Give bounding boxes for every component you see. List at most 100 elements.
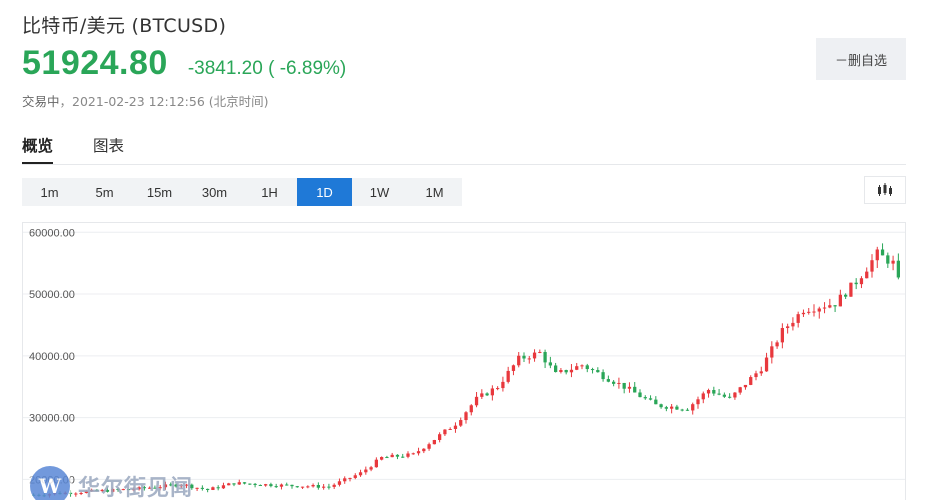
candle-body <box>807 311 811 313</box>
candle-body <box>648 398 653 400</box>
candle-body <box>337 481 342 485</box>
price-change: -3841.20 ( -6.89%) <box>187 58 347 79</box>
candle-body <box>564 369 568 373</box>
candle-body <box>886 255 890 264</box>
interval-30m[interactable]: 30m <box>201 184 228 200</box>
candle-body <box>701 393 705 400</box>
candle-body <box>738 387 742 393</box>
candle-body <box>870 260 874 272</box>
candle-body <box>438 434 442 440</box>
timestamp: 2021-02-23 12:12:56 <box>72 94 205 109</box>
status-label: 交易中 <box>22 94 60 109</box>
y-tick-label: 60000.00 <box>29 227 75 239</box>
candle-body <box>775 342 779 347</box>
interval-1m[interactable]: 1m <box>40 184 59 200</box>
candle-body <box>764 357 769 372</box>
candle-body <box>274 486 278 488</box>
candle-body <box>269 484 273 487</box>
candle-body <box>854 282 858 285</box>
candle-body <box>891 260 895 264</box>
candle-body <box>111 488 115 492</box>
candle-body <box>717 393 721 395</box>
candle-body <box>216 487 220 489</box>
candle-body <box>859 278 864 285</box>
candle-body <box>696 399 700 405</box>
candle-body <box>796 314 800 323</box>
candle-body <box>358 472 363 476</box>
candle-body <box>79 493 83 495</box>
candle-body <box>627 386 632 389</box>
candle-body <box>200 487 204 489</box>
candle-body <box>606 379 610 382</box>
candle-body <box>316 485 320 488</box>
tab-divider <box>22 164 906 165</box>
candle-body <box>158 487 162 489</box>
interval-1h[interactable]: 1H <box>261 184 278 200</box>
candle-body <box>163 484 168 488</box>
candle-body <box>137 487 141 490</box>
candle-body <box>875 249 879 261</box>
candle-body <box>258 484 262 486</box>
candle-body <box>501 381 505 389</box>
watermark-text: 华尔街见闻 <box>78 475 194 500</box>
candle-body <box>142 487 146 489</box>
candle-body <box>643 397 647 399</box>
candle-body <box>559 369 563 373</box>
candle-body <box>395 454 400 457</box>
interval-5m[interactable]: 5m <box>95 184 114 200</box>
candle-body <box>601 372 605 380</box>
candle-body <box>590 369 595 371</box>
candle-body <box>364 469 368 473</box>
candle-body <box>728 396 732 398</box>
candle-body <box>712 390 716 394</box>
candle-body <box>822 307 827 309</box>
candlestick-icon <box>878 183 892 196</box>
candle-body <box>554 365 558 373</box>
candle-body <box>448 428 452 430</box>
candle-body <box>290 484 294 487</box>
candle-body <box>585 365 589 370</box>
candle-body <box>264 484 268 486</box>
candle-body <box>833 305 837 307</box>
interval-15m[interactable]: 15m <box>146 184 173 200</box>
interval-1w[interactable]: 1W <box>369 184 390 200</box>
candle-body <box>849 282 853 297</box>
candle-body <box>416 451 421 454</box>
status-separator: ， <box>59 94 73 109</box>
chart-type-button[interactable] <box>864 176 906 204</box>
candle-body <box>300 486 305 488</box>
candle-body <box>474 396 479 406</box>
candle-body <box>759 371 763 374</box>
candle-body <box>496 388 500 390</box>
candle-body <box>422 448 426 452</box>
candle-body <box>511 365 516 371</box>
candle-body <box>385 457 389 459</box>
candle-body <box>153 487 157 489</box>
interval-1mo[interactable]: 1M <box>425 184 444 200</box>
candle-body <box>221 485 226 489</box>
instrument-title: 比特币/美元 (BTCUSD) <box>22 15 227 37</box>
candle-body <box>812 311 816 313</box>
candle-body <box>332 484 336 487</box>
candle-body <box>569 369 574 373</box>
tab-overview[interactable]: 概览 <box>22 131 54 165</box>
remove-favorite-button[interactable]: －删自选 <box>816 38 906 80</box>
tab-chart[interactable]: 图表 <box>93 137 125 155</box>
candle-body <box>532 352 537 359</box>
candle-body <box>411 453 415 455</box>
candle-body <box>179 485 183 487</box>
candle-body <box>348 477 352 479</box>
y-tick-label: 40000.00 <box>29 351 75 363</box>
candle-body <box>844 294 848 297</box>
candle-body <box>817 308 821 312</box>
candle-body <box>427 444 431 449</box>
interval-1d[interactable]: 1D <box>297 178 352 206</box>
watermark: W 华尔街见闻 <box>30 466 193 500</box>
candle-body <box>691 404 695 411</box>
candle-body <box>126 489 131 491</box>
watermark-logo: W <box>30 466 70 500</box>
candle-body <box>575 366 579 370</box>
candle-body <box>786 326 790 329</box>
candle-body <box>485 393 489 396</box>
